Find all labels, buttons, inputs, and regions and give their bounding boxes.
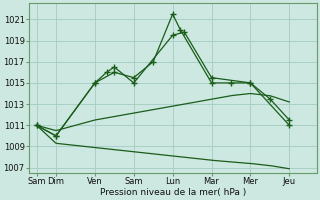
X-axis label: Pression niveau de la mer( hPa ): Pression niveau de la mer( hPa ) — [100, 188, 246, 197]
